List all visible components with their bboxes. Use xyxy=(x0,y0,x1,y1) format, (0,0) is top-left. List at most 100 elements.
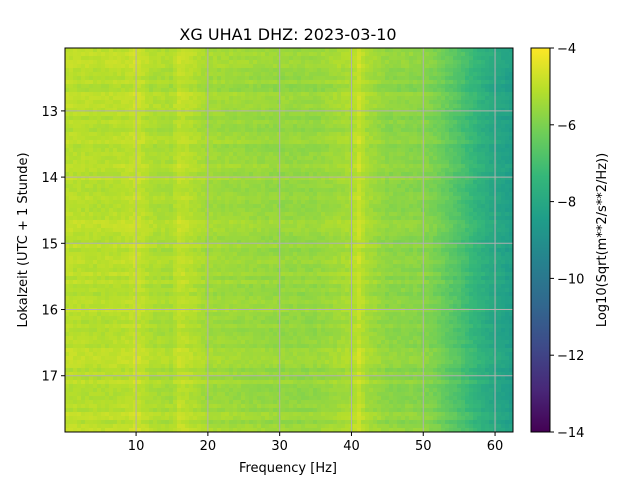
heatmap-cell xyxy=(125,140,130,145)
heatmap-cell xyxy=(253,104,258,109)
heatmap-cell xyxy=(457,84,462,89)
heatmap-cell xyxy=(165,108,170,113)
heatmap-cell xyxy=(113,144,118,149)
heatmap-cell xyxy=(449,160,454,165)
heatmap-cell xyxy=(465,48,470,53)
heatmap-cell xyxy=(285,156,290,161)
heatmap-cell xyxy=(509,112,514,117)
heatmap-cell xyxy=(217,52,222,57)
heatmap-cell xyxy=(465,220,470,225)
heatmap-cell xyxy=(213,172,218,177)
heatmap-cell xyxy=(401,84,406,89)
heatmap-cell xyxy=(409,76,414,81)
heatmap-cell xyxy=(189,68,194,73)
heatmap-cell xyxy=(297,60,302,65)
heatmap-cell xyxy=(309,76,314,81)
heatmap-cell xyxy=(477,128,482,133)
heatmap-cell xyxy=(369,216,374,221)
heatmap-cell xyxy=(413,108,418,113)
heatmap-cell xyxy=(173,116,178,121)
heatmap-cell xyxy=(413,120,418,125)
heatmap-cell xyxy=(305,196,310,201)
heatmap-cell xyxy=(89,124,94,129)
heatmap-cell xyxy=(105,172,110,177)
heatmap-cell xyxy=(153,68,158,73)
heatmap-cell xyxy=(449,208,454,213)
heatmap-cell xyxy=(193,212,198,217)
heatmap-cell xyxy=(453,140,458,145)
heatmap-cell xyxy=(505,184,510,189)
heatmap-cell xyxy=(149,140,154,145)
heatmap-cell xyxy=(181,96,186,101)
heatmap-cell xyxy=(133,192,138,197)
heatmap-cell xyxy=(437,116,442,121)
heatmap-cell xyxy=(481,220,486,225)
heatmap-cell xyxy=(245,208,250,213)
heatmap-cell xyxy=(229,120,234,125)
heatmap-cell xyxy=(97,192,102,197)
heatmap-cell xyxy=(261,208,266,213)
heatmap-cell xyxy=(357,140,362,145)
heatmap-cell xyxy=(321,184,326,189)
heatmap-cell xyxy=(301,124,306,129)
heatmap-cell xyxy=(105,200,110,205)
heatmap-cell xyxy=(449,192,454,197)
heatmap-cell xyxy=(369,204,374,209)
heatmap-cell xyxy=(117,68,122,73)
heatmap-cell xyxy=(457,212,462,217)
heatmap-cell xyxy=(425,52,430,57)
heatmap-cell xyxy=(377,188,382,193)
heatmap-cell xyxy=(101,192,106,197)
heatmap-cell xyxy=(445,192,450,197)
heatmap-cell xyxy=(161,120,166,125)
heatmap-cell xyxy=(209,88,214,93)
heatmap-cell xyxy=(473,168,478,173)
heatmap-cell xyxy=(381,172,386,177)
heatmap-cell xyxy=(73,184,78,189)
heatmap-cell xyxy=(301,64,306,69)
heatmap-cell xyxy=(73,60,78,65)
heatmap-cell xyxy=(337,64,342,69)
heatmap-cell xyxy=(97,136,102,141)
heatmap-cell xyxy=(113,196,118,201)
heatmap-cell xyxy=(233,60,238,65)
heatmap-cell xyxy=(273,80,278,85)
heatmap-cell xyxy=(457,172,462,177)
heatmap-cell xyxy=(365,160,370,165)
heatmap-cell xyxy=(305,224,310,229)
heatmap-cell xyxy=(377,152,382,157)
heatmap-cell xyxy=(205,116,210,121)
heatmap-cell xyxy=(205,224,210,229)
heatmap-cell xyxy=(229,180,234,185)
heatmap-cell xyxy=(253,136,258,141)
heatmap-cell xyxy=(313,104,318,109)
heatmap-cell xyxy=(129,116,134,121)
heatmap-cell xyxy=(221,144,226,149)
heatmap-cell xyxy=(465,124,470,129)
heatmap-cell xyxy=(205,164,210,169)
heatmap-cell xyxy=(497,60,502,65)
heatmap-cell xyxy=(77,48,82,53)
heatmap-cell xyxy=(413,208,418,213)
heatmap-cell xyxy=(333,168,338,173)
heatmap-cell xyxy=(133,204,138,209)
heatmap-cell xyxy=(401,220,406,225)
heatmap-cell xyxy=(177,48,182,53)
heatmap-cell xyxy=(305,184,310,189)
heatmap-cell xyxy=(157,108,162,113)
heatmap-cell xyxy=(361,68,366,73)
heatmap-cell xyxy=(397,216,402,221)
heatmap-cell xyxy=(437,136,442,141)
heatmap-cell xyxy=(477,160,482,165)
heatmap-cell xyxy=(301,220,306,225)
heatmap-cell xyxy=(105,64,110,69)
heatmap-cell xyxy=(397,172,402,177)
heatmap-cell xyxy=(469,108,474,113)
heatmap-cell xyxy=(93,76,98,81)
heatmap-cell xyxy=(393,48,398,53)
heatmap-cell xyxy=(197,92,202,97)
heatmap-cell xyxy=(133,164,138,169)
heatmap-cell xyxy=(337,160,342,165)
heatmap-cell xyxy=(433,120,438,125)
